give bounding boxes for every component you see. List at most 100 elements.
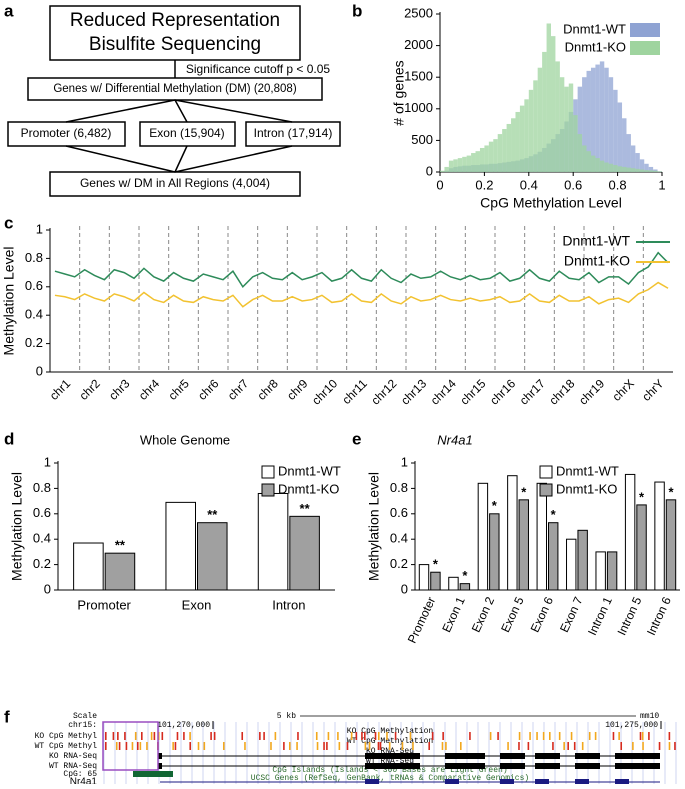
hist-bar <box>631 145 635 172</box>
cpg-tick <box>552 742 554 750</box>
cpg-tick <box>518 742 520 750</box>
bar <box>596 552 605 590</box>
panel-label: c <box>4 213 13 232</box>
hist-bar <box>551 36 555 172</box>
cpg-tick <box>137 742 139 750</box>
chart-title: Nr4a1 <box>437 432 472 447</box>
cpg-tick <box>124 732 126 740</box>
hist-bar <box>587 151 591 172</box>
bar <box>74 543 104 590</box>
cpg-tick <box>116 742 118 750</box>
scale-label: Scale <box>73 712 97 721</box>
gene-exon <box>365 779 379 784</box>
cpg-tick <box>378 742 380 750</box>
x-tick-label: Exon <box>182 597 212 612</box>
connector <box>66 146 175 172</box>
x-tick-label: chrY <box>639 376 666 403</box>
x-tick-label: Intron <box>272 597 305 612</box>
x-tick-label: chr1 <box>47 376 74 403</box>
cpg-tick <box>659 742 661 750</box>
hist-bar <box>440 171 444 172</box>
cpg-tick <box>198 742 200 750</box>
chart-title: Whole Genome <box>140 432 230 447</box>
x-tick-label: 0.8 <box>609 177 627 192</box>
cpg-tick <box>132 742 134 750</box>
x-tick-label: chr7 <box>225 376 252 403</box>
panel-label: d <box>4 429 14 448</box>
box-text: Genes w/ Differential Methylation (DM) (… <box>53 83 296 95</box>
cpg-tick <box>669 742 671 750</box>
box-text: Genes w/ DM in All Regions (4,004) <box>80 176 270 190</box>
legend-label: Dnmt1-WT <box>562 233 630 249</box>
hist-bar <box>471 153 475 172</box>
rna-block <box>445 763 485 769</box>
cpg-tick <box>559 732 561 740</box>
hist-bar <box>644 170 648 172</box>
cpg-tick <box>361 732 363 740</box>
hist-bar <box>604 68 608 172</box>
hist-bar <box>453 159 457 172</box>
cpg-tick <box>117 732 119 740</box>
cpg-tick <box>648 732 650 740</box>
hist-bar <box>560 77 564 172</box>
y-tick-label: 0.2 <box>390 556 408 571</box>
y-tick-label: 2500 <box>404 5 433 20</box>
cpg-tick <box>364 732 366 740</box>
assembly: mm10 <box>640 712 659 721</box>
cpg-tick <box>460 742 462 750</box>
connector <box>175 146 187 172</box>
significance: * <box>462 568 468 583</box>
hist-bar <box>626 134 630 172</box>
x-tick-label: Promoter <box>405 595 439 646</box>
cpg-tick <box>151 732 153 740</box>
cpg-tick <box>613 732 615 740</box>
y-tick-label: 0 <box>44 581 51 596</box>
cpg-tick <box>490 732 492 740</box>
cpg-tick <box>241 732 243 740</box>
cpg-tick <box>365 742 367 750</box>
cpg-tick <box>632 742 634 750</box>
x-tick-label: chr9 <box>284 376 311 403</box>
hist-bar <box>529 90 533 172</box>
significance: * <box>668 484 674 499</box>
legend-label: Dnmt1-KO <box>564 253 630 269</box>
x-tick-label: chr15 <box>457 376 488 407</box>
rna-block <box>535 753 560 759</box>
legend-swatch <box>262 484 274 496</box>
hist-bar <box>524 99 528 172</box>
cpg-tick <box>497 732 499 740</box>
cpg-tick <box>571 732 573 740</box>
cpg-tick <box>536 732 538 740</box>
cpg-tick <box>642 742 644 750</box>
panel-label: a <box>4 1 14 20</box>
cpg-tick <box>244 742 246 750</box>
cpg-tick <box>328 732 330 740</box>
legend-label: Dnmt1-WT <box>556 463 619 478</box>
cpg-tick <box>445 742 447 750</box>
hist-bar <box>555 61 559 172</box>
bar <box>490 514 499 590</box>
panel-label: b <box>352 1 362 20</box>
hist-bar <box>564 87 568 172</box>
hist-bar <box>511 118 515 172</box>
gene-exon <box>500 779 514 784</box>
cpg-island <box>133 771 173 777</box>
hist-bar <box>547 23 551 172</box>
hist-bar <box>604 163 608 172</box>
track-label: Nr4a1 <box>70 777 98 784</box>
hist-bar <box>622 118 626 172</box>
box-text: Intron (17,914) <box>254 126 333 140</box>
bar <box>519 500 528 590</box>
significance: * <box>433 557 439 572</box>
y-tick-label: 1500 <box>404 69 433 84</box>
cpg-tick <box>326 742 328 750</box>
cpg-tick <box>210 732 212 740</box>
cpg-tick <box>528 742 530 750</box>
y-tick-label: 0.6 <box>33 505 51 520</box>
box-text: Reduced Representation <box>70 10 280 31</box>
bar <box>508 476 517 590</box>
cpg-tick <box>339 742 341 750</box>
x-tick-label: Exon 2 <box>469 594 498 634</box>
cpg-tick <box>402 742 404 750</box>
